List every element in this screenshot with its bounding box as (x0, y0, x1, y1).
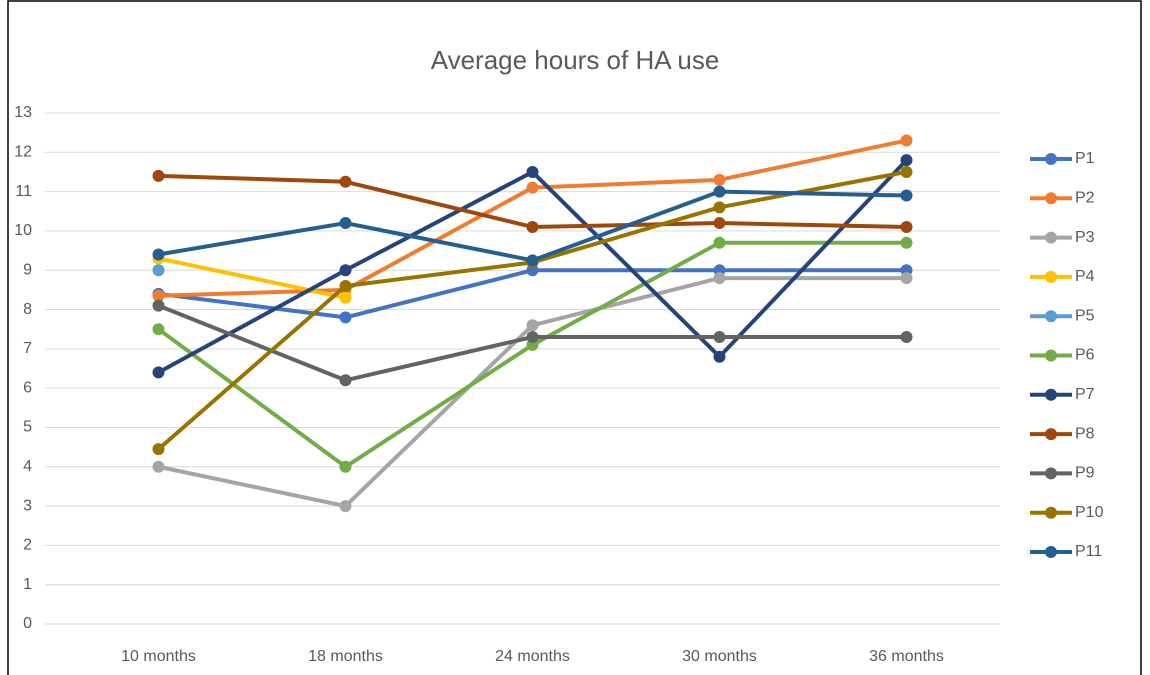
data-point (900, 134, 913, 147)
data-point (152, 169, 165, 182)
data-point (713, 201, 726, 214)
data-point (152, 460, 165, 473)
legend-label: P3 (1075, 229, 1095, 246)
data-point (713, 272, 726, 285)
data-point (900, 236, 913, 249)
legend-marker (1045, 506, 1057, 519)
x-tick-label: 18 months (308, 648, 383, 665)
data-point (713, 185, 726, 198)
data-point (900, 331, 913, 344)
data-point (339, 279, 352, 292)
x-tick-label: 36 months (869, 648, 944, 665)
data-point (152, 323, 165, 336)
data-point (900, 272, 913, 285)
series-line (158, 256, 346, 300)
data-point (339, 460, 352, 473)
y-tick-label: 2 (23, 537, 32, 554)
x-tick-label: 10 months (121, 648, 196, 665)
legend-label: P6 (1075, 347, 1095, 364)
legend-marker (1045, 153, 1057, 165)
data-point (152, 289, 165, 302)
data-point (900, 165, 913, 178)
data-point (900, 189, 913, 202)
legend-marker (1045, 310, 1057, 323)
y-tick-label: 5 (23, 419, 32, 436)
data-point (900, 220, 913, 233)
legend-marker (1045, 428, 1057, 441)
data-point (339, 500, 352, 513)
legend-label: P2 (1075, 190, 1095, 207)
data-point (152, 443, 165, 456)
legend-label: P1 (1075, 150, 1095, 167)
data-point (339, 374, 352, 387)
data-point (339, 217, 352, 230)
y-tick-label: 8 (23, 301, 32, 318)
x-tick-label: 30 months (682, 648, 757, 665)
legend-marker (1045, 388, 1057, 401)
data-point (526, 254, 539, 267)
legend-label: P10 (1075, 504, 1104, 521)
y-tick-label: 3 (23, 497, 32, 514)
legend-marker (1045, 270, 1057, 283)
data-point (526, 331, 539, 344)
data-point (152, 264, 165, 277)
chart-title: Average hours of HA use (431, 45, 720, 75)
y-tick-label: 10 (14, 222, 32, 239)
y-tick-label: 0 (23, 615, 32, 632)
y-tick-label: 4 (23, 458, 32, 475)
data-point (526, 181, 539, 194)
data-point (526, 165, 539, 178)
x-tick-label: 24 months (495, 648, 570, 665)
data-point (152, 248, 165, 261)
legend-label: P4 (1075, 268, 1095, 285)
legend-label: P8 (1075, 425, 1095, 442)
legend-label: P11 (1075, 543, 1102, 560)
data-point (713, 331, 726, 344)
y-tick-label: 9 (23, 261, 32, 278)
data-point (526, 319, 539, 332)
legend-marker (1045, 546, 1057, 558)
y-tick-label: 1 (23, 576, 32, 593)
legend-label: P5 (1075, 307, 1095, 324)
data-point (713, 350, 726, 363)
data-point (152, 299, 165, 312)
legend-marker (1045, 349, 1057, 362)
data-point (339, 311, 352, 324)
y-tick-label: 6 (23, 379, 32, 396)
data-point (713, 173, 726, 186)
data-point (526, 220, 539, 233)
data-point (900, 154, 913, 167)
legend-marker (1045, 192, 1057, 205)
data-point (339, 291, 352, 304)
legend-label: P7 (1075, 386, 1095, 403)
legend-marker (1045, 231, 1057, 244)
legend-label: P9 (1075, 465, 1095, 482)
y-tick-label: 13 (14, 104, 32, 121)
data-point (339, 175, 352, 188)
y-tick-label: 7 (23, 340, 32, 357)
data-point (713, 236, 726, 249)
data-point (339, 264, 352, 277)
y-tick-label: 12 (14, 144, 32, 161)
legend-marker (1045, 467, 1057, 480)
data-point (713, 217, 726, 230)
data-point (152, 366, 165, 379)
y-tick-label: 11 (15, 183, 32, 200)
